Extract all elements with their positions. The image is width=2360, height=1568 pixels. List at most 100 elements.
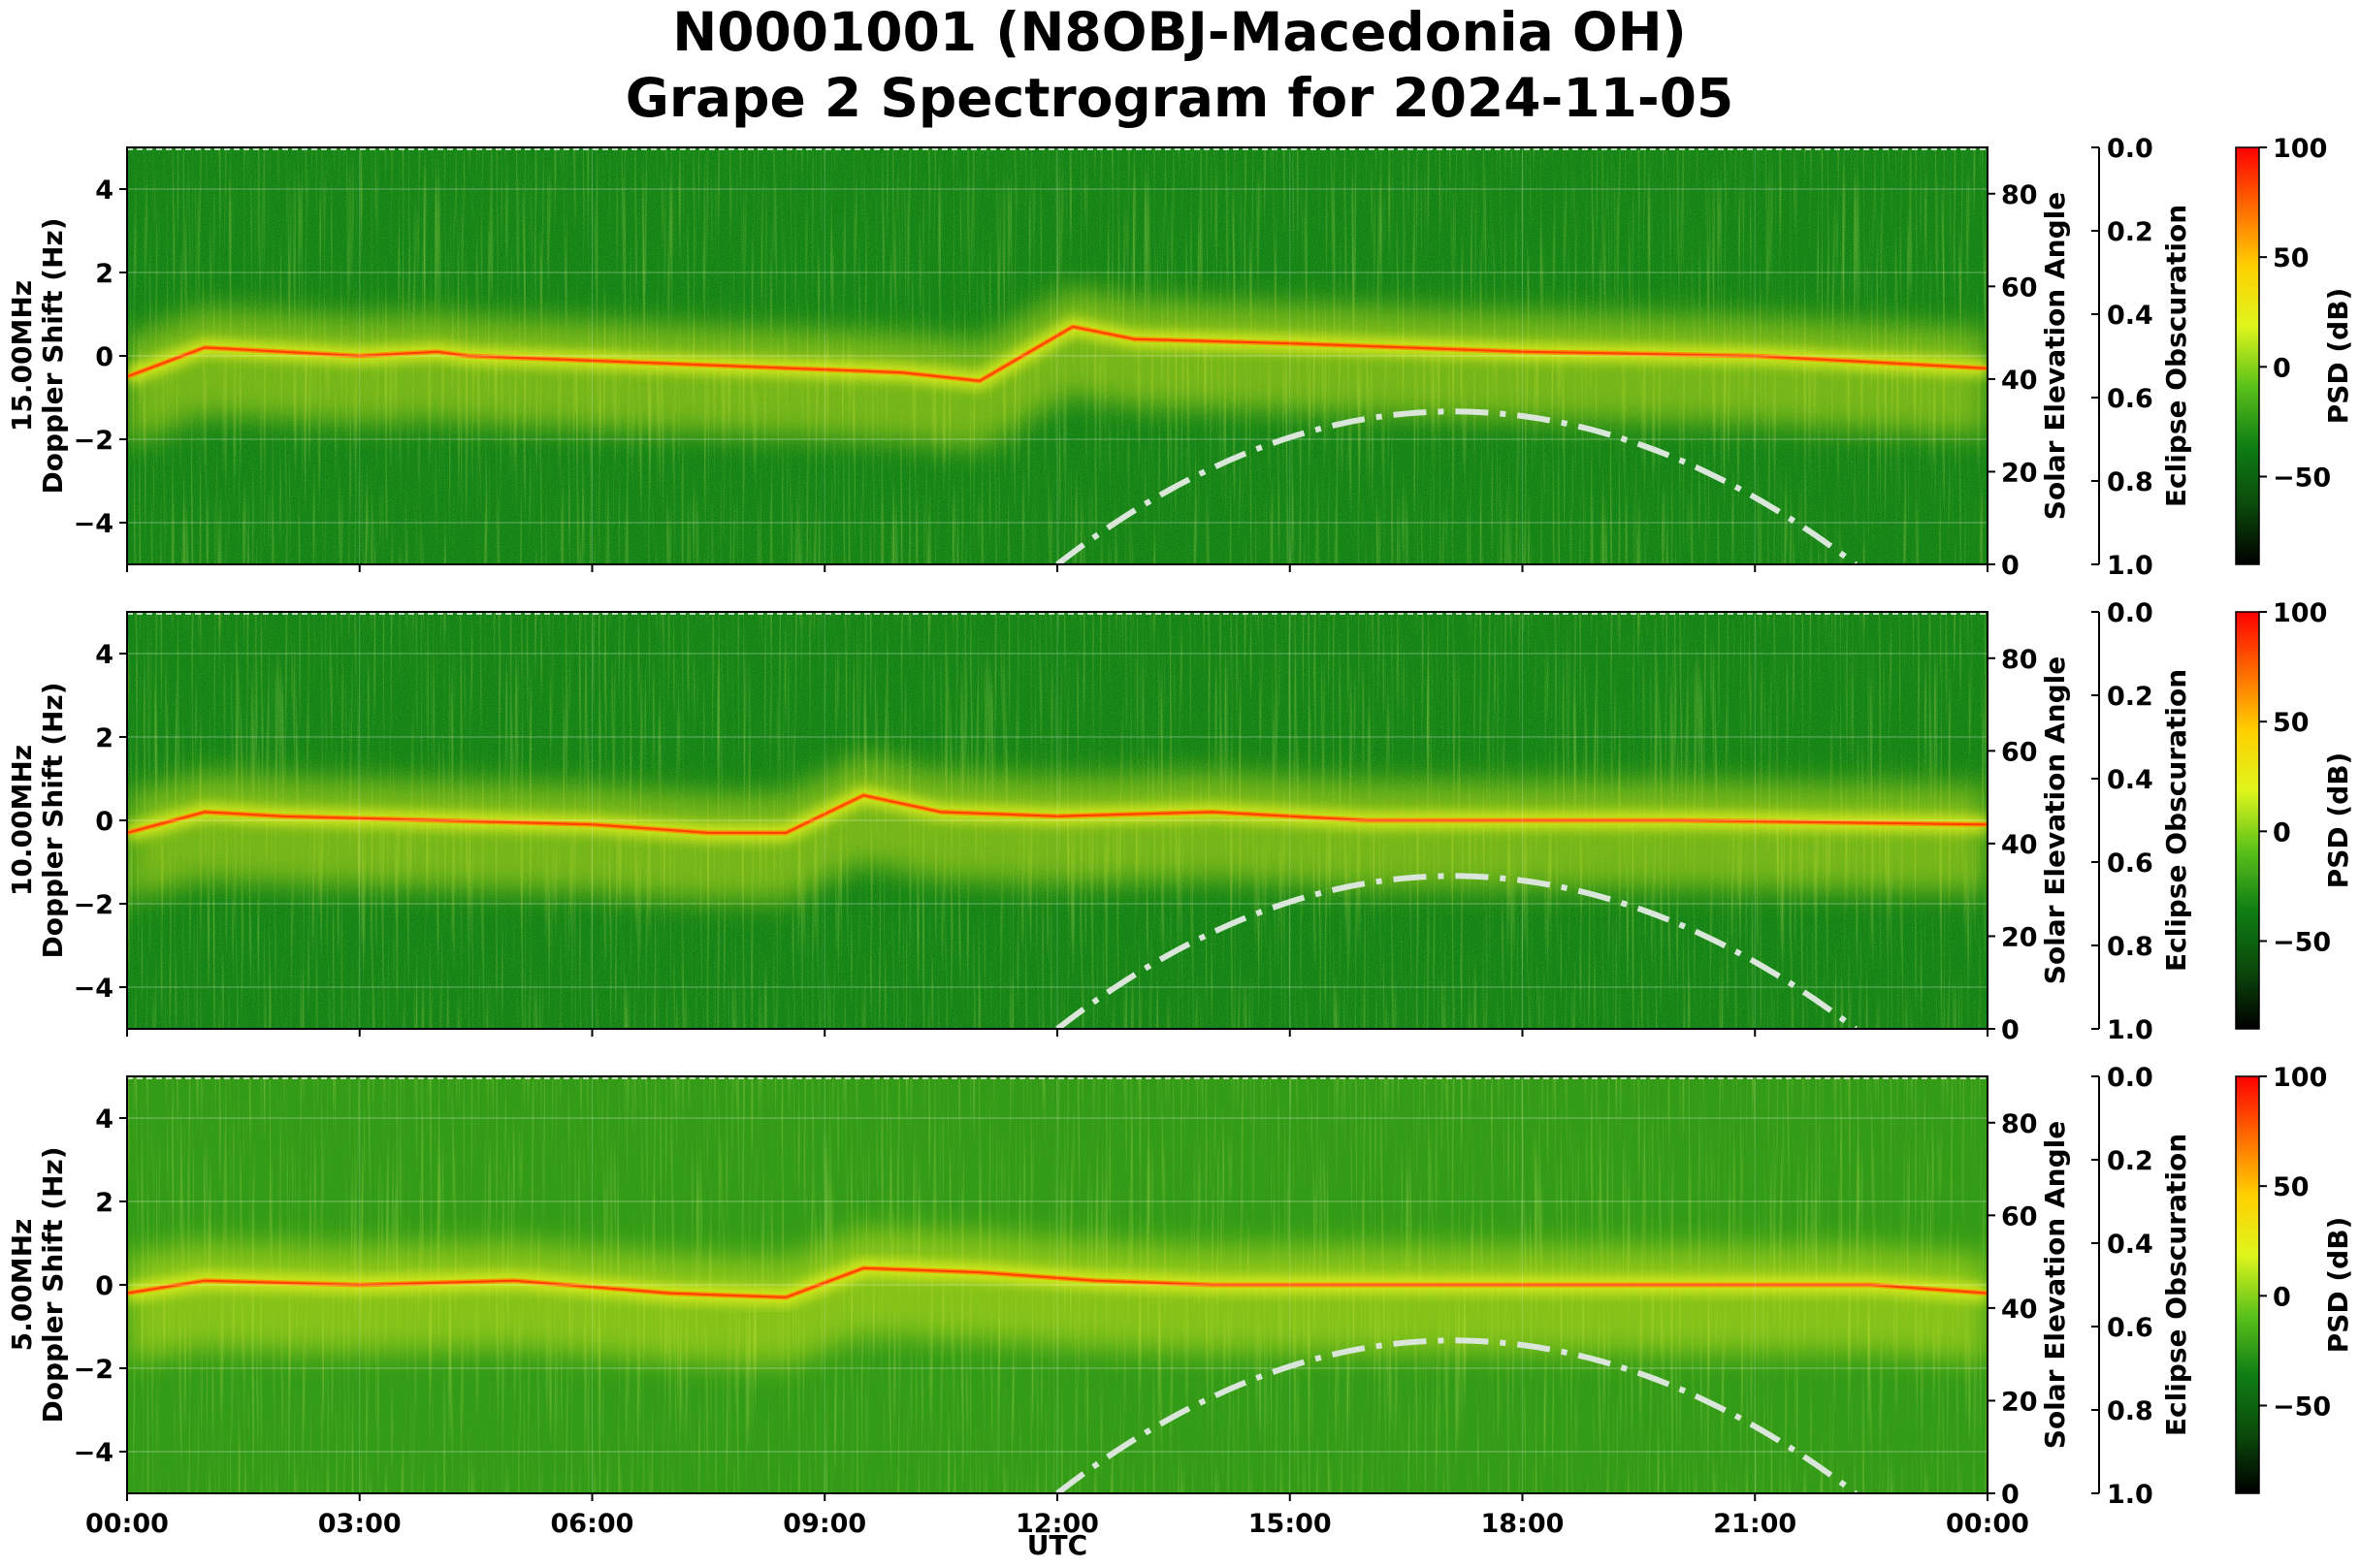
panel-2: 420−2−45.00MHz Doppler Shift (Hz)80604020… — [6, 1063, 2354, 1510]
eclipse-tick-label: 0.0 — [2107, 134, 2153, 164]
eclipse-tick-label: 0.0 — [2107, 598, 2153, 628]
colorbar — [2235, 146, 2260, 565]
y-tick-label: 2 — [95, 723, 113, 753]
frequency-label: 15.00MHz — [6, 280, 38, 432]
x-tick-label: 21:00 — [1713, 1509, 1796, 1539]
solar-tick-label: 40 — [2001, 366, 2038, 396]
panel-1: 420−2−410.00MHz Doppler Shift (Hz)8060402… — [6, 598, 2354, 1045]
y-tick-label: 4 — [95, 640, 113, 670]
figure-title-line1: N0001001 (N8OBJ-Macedonia OH) — [672, 1, 1687, 63]
eclipse-tick-label: 0.2 — [2107, 1146, 2153, 1176]
solar-tick-label: 60 — [2001, 272, 2038, 303]
x-tick-label: 09:00 — [783, 1509, 866, 1539]
solar-axis-label: Solar Elevation Angle — [2039, 656, 2071, 984]
eclipse-tick-label: 0.4 — [2107, 1230, 2153, 1260]
colorbar-tick-label: 50 — [2273, 243, 2310, 273]
colorbar — [2235, 611, 2260, 1030]
eclipse-axis-label: Eclipse Obscuration — [2160, 205, 2192, 507]
eclipse-axis-label: Eclipse Obscuration — [2160, 669, 2192, 972]
colorbar-tick-label: 50 — [2273, 708, 2310, 738]
colorbar-label: PSD (dB) — [2322, 1217, 2354, 1354]
x-tick-label: 00:00 — [85, 1509, 169, 1539]
colorbar-label: PSD (dB) — [2322, 288, 2354, 425]
x-tick-label: 18:00 — [1481, 1509, 1565, 1539]
colorbar-tick-label: 100 — [2273, 134, 2327, 164]
y-tick-label: 4 — [95, 176, 113, 206]
colorbar-label: PSD (dB) — [2322, 752, 2354, 889]
y-axis-label: Doppler Shift (Hz) — [37, 217, 69, 494]
colorbar-tick-label: −50 — [2273, 463, 2331, 493]
eclipse-tick-label: 0.2 — [2107, 682, 2153, 712]
spectrogram-area-1 — [127, 612, 1988, 1029]
solar-tick-label: 80 — [2001, 1109, 2038, 1139]
y-tick-label: 0 — [95, 807, 113, 837]
eclipse-tick-label: 0.8 — [2107, 1396, 2153, 1426]
y-tick-label: −2 — [74, 426, 113, 456]
eclipse-tick-label: 1.0 — [2107, 1480, 2153, 1510]
panel-0: 420−2−415.00MHz Doppler Shift (Hz)8060402… — [6, 134, 2354, 581]
eclipse-tick-label: 0.0 — [2107, 1063, 2153, 1093]
x-tick-label: 00:00 — [1946, 1509, 2029, 1539]
figure-title-line2: Grape 2 Spectrogram for 2024-11-05 — [626, 67, 1734, 129]
solar-elevation-curve — [1055, 873, 1858, 1029]
y-tick-label: −4 — [74, 509, 113, 539]
solar-tick-label: 40 — [2001, 1295, 2038, 1325]
colorbar-tick-label: 100 — [2273, 598, 2327, 628]
eclipse-tick-label: 1.0 — [2107, 551, 2153, 581]
y-axis-label: Doppler Shift (Hz) — [37, 1146, 69, 1423]
x-tick-label: 15:00 — [1248, 1509, 1332, 1539]
colorbar-tick-label: −50 — [2273, 1392, 2331, 1422]
frequency-label: 5.00MHz — [6, 1219, 38, 1352]
x-tick-label: 06:00 — [551, 1509, 634, 1539]
solar-tick-label: 0 — [2001, 551, 2020, 581]
carrier-band — [127, 287, 1988, 449]
eclipse-tick-label: 0.6 — [2107, 848, 2153, 879]
eclipse-tick-label: 0.8 — [2107, 467, 2153, 497]
solar-axis-label: Solar Elevation Angle — [2039, 1121, 2071, 1449]
x-axis-label: UTC — [1027, 1529, 1087, 1561]
y-tick-label: −2 — [74, 890, 113, 920]
eclipse-axis-label: Eclipse Obscuration — [2160, 1134, 2192, 1436]
y-axis-label: Doppler Shift (Hz) — [37, 682, 69, 958]
panels-group: 420−2−415.00MHz Doppler Shift (Hz)8060402… — [6, 134, 2354, 1510]
eclipse-tick-label: 0.4 — [2107, 301, 2153, 331]
y-tick-label: 4 — [95, 1104, 113, 1135]
y-tick-label: −4 — [74, 1438, 113, 1468]
eclipse-tick-label: 0.4 — [2107, 765, 2153, 795]
carrier-band — [127, 1229, 1988, 1365]
carrier-band — [127, 756, 1988, 901]
solar-tick-label: 0 — [2001, 1480, 2020, 1510]
carrier-core — [127, 325, 1988, 382]
y-tick-label: 0 — [95, 1271, 113, 1301]
colorbar-tick-label: −50 — [2273, 927, 2331, 957]
y-tick-label: −4 — [74, 974, 113, 1004]
x-tick-label: 12:00 — [1016, 1509, 1099, 1539]
frequency-label: 10.00MHz — [6, 745, 38, 896]
solar-axis-label: Solar Elevation Angle — [2039, 192, 2071, 520]
eclipse-tick-label: 0.6 — [2107, 384, 2153, 414]
eclipse-tick-label: 0.2 — [2107, 217, 2153, 247]
solar-tick-label: 60 — [2001, 1201, 2038, 1232]
solar-tick-label: 20 — [2001, 922, 2038, 952]
colorbar-tick-label: 50 — [2273, 1172, 2310, 1202]
solar-tick-label: 40 — [2001, 830, 2038, 860]
y-tick-label: 0 — [95, 342, 113, 372]
eclipse-tick-label: 0.8 — [2107, 932, 2153, 962]
spectrogram-area-2 — [127, 1076, 1988, 1493]
y-tick-label: 2 — [95, 1188, 113, 1218]
carrier-core — [127, 794, 1988, 834]
solar-elevation-curve — [1055, 408, 1858, 564]
colorbar-tick-label: 0 — [2273, 817, 2291, 848]
solar-tick-label: 0 — [2001, 1015, 2020, 1045]
y-tick-label: −2 — [74, 1355, 113, 1385]
solar-tick-label: 20 — [2001, 458, 2038, 488]
colorbar — [2235, 1075, 2260, 1494]
utc-axis: 00:00 03:00 06:00 09:00 12:00 15:00 18:00 21:00… — [85, 564, 2029, 1539]
carrier-core — [127, 1266, 1988, 1298]
solar-tick-label: 20 — [2001, 1387, 2038, 1417]
eclipse-tick-label: 1.0 — [2107, 1015, 2153, 1045]
solar-tick-label: 80 — [2001, 180, 2038, 210]
colorbar-tick-label: 100 — [2273, 1063, 2327, 1093]
